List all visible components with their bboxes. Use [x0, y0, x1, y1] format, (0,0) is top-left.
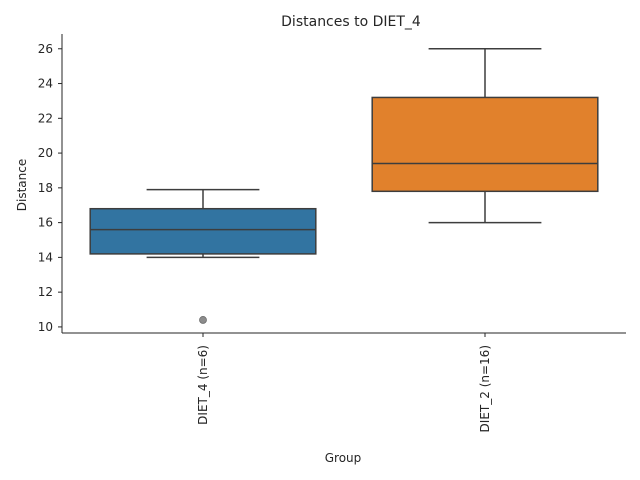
y-tick-label: 14 — [38, 250, 53, 264]
plot-area — [89, 48, 599, 324]
x-tick-label: DIET_4 (n=6) — [196, 345, 210, 425]
x-axis-label: Group — [325, 451, 362, 465]
outlier-point — [199, 316, 207, 324]
y-tick-label: 26 — [38, 42, 53, 56]
y-tick-label: 20 — [38, 146, 53, 160]
x-tick-label: DIET_2 (n=16) — [478, 345, 492, 432]
y-tick-label: 18 — [38, 181, 53, 195]
y-tick-label: 10 — [38, 320, 53, 334]
y-tick-label: 22 — [38, 111, 53, 125]
box-group — [89, 188, 317, 324]
y-tick-label: 16 — [38, 216, 53, 230]
chart-title: Distances to DIET_4 — [281, 14, 421, 30]
y-axis-label: Distance — [15, 159, 29, 211]
y-tick-label: 24 — [38, 77, 53, 91]
box-group — [371, 48, 599, 224]
box-iqr — [371, 96, 599, 193]
x-axis-ticks: DIET_4 (n=6) DIET_2 (n=16) — [196, 333, 492, 432]
y-tick-label: 12 — [38, 285, 53, 299]
box-iqr — [89, 207, 317, 255]
y-axis-ticks: 10 12 14 16 18 20 22 24 26 — [38, 42, 62, 334]
